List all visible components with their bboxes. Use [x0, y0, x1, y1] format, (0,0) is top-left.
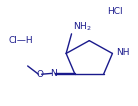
Text: NH: NH [116, 48, 129, 57]
Text: N: N [50, 69, 57, 78]
Text: NH$_2$: NH$_2$ [73, 20, 91, 33]
Text: HCl: HCl [107, 7, 123, 16]
Text: Cl—H: Cl—H [8, 36, 33, 45]
Text: O: O [36, 70, 43, 79]
